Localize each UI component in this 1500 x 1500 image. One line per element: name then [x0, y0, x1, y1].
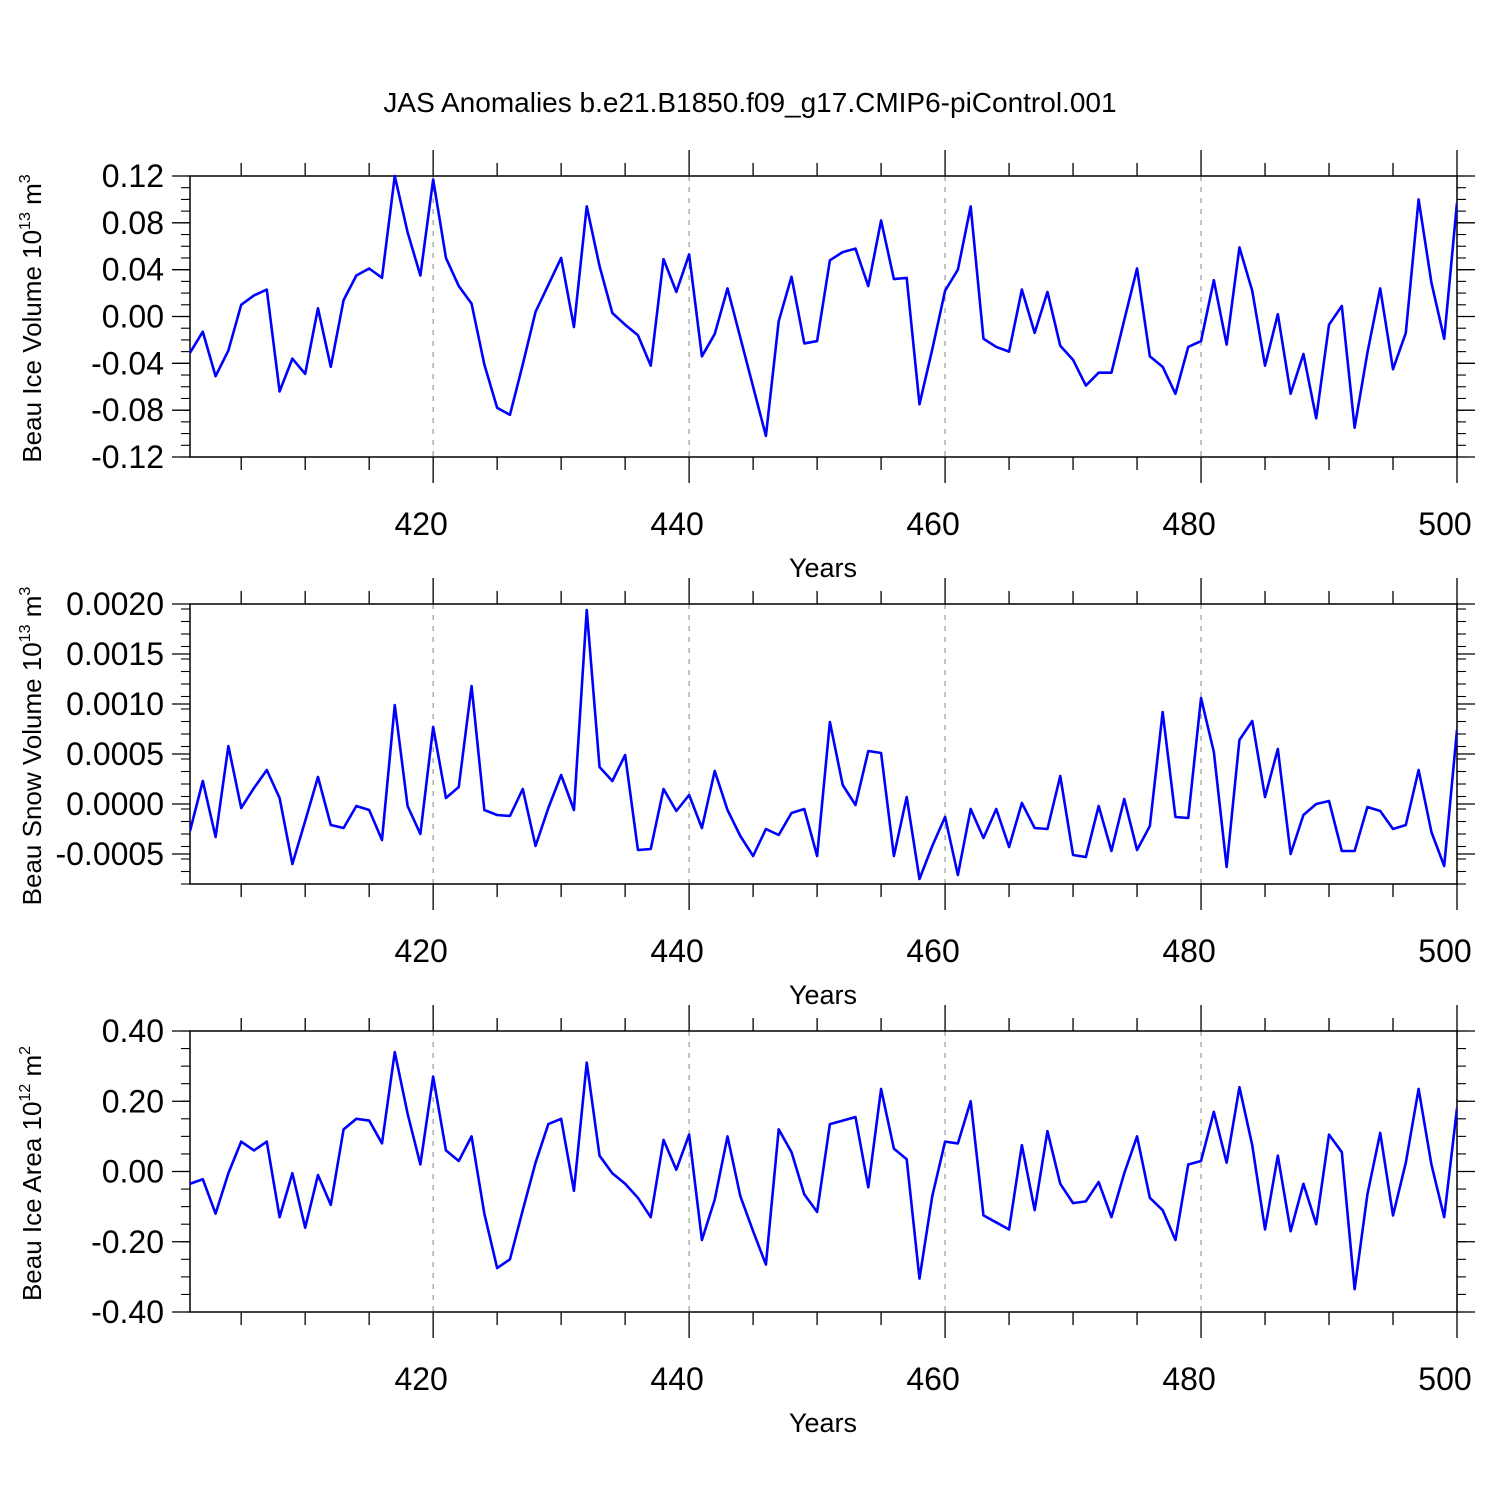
series-line	[190, 608, 1457, 881]
y-tick-label: 0.00	[102, 1154, 164, 1190]
y-tick-label: -0.20	[91, 1224, 164, 1260]
y-tick-label: 0.0000	[66, 786, 164, 822]
y-tick-label: -0.12	[91, 439, 164, 475]
y-label-text: Beau Ice Area 10	[17, 1102, 47, 1301]
x-tick-label: 480	[1162, 1361, 1215, 1397]
plot-frame	[189, 1030, 1458, 1313]
plot-frame	[189, 603, 1458, 885]
y-tick-label: 0.0020	[66, 586, 164, 622]
y-label-text: m	[17, 1055, 47, 1084]
y-tick-label: 0.12	[102, 158, 164, 194]
panel-1: -0.12 -0.08 -0.04 0.00 0.04 0.08 0.12 420 440 460…	[17, 150, 1475, 583]
x-tick-label: 440	[650, 1361, 703, 1397]
series-line	[190, 1050, 1457, 1291]
x-tick-label: 420	[394, 933, 447, 969]
y-label-superscript: 3	[17, 174, 34, 183]
x-tick-label: 500	[1418, 933, 1471, 969]
panel-2: -0.0005 0.0000 0.0005 0.0010 0.0015 0.0020 420…	[17, 578, 1475, 1010]
y-tick-label: -0.0005	[55, 836, 164, 872]
y-label-text: Beau Snow Volume 10	[17, 642, 47, 905]
x-axis-label: Years	[789, 980, 857, 1010]
x-tick-label: 460	[906, 933, 959, 969]
x-tick-label: 420	[394, 1361, 447, 1397]
x-tick-label: 460	[906, 506, 959, 542]
chart-title: JAS Anomalies b.e21.B1850.f09_g17.CMIP6-…	[383, 87, 1116, 118]
y-label-text: Beau Ice Volume 10	[17, 230, 47, 463]
x-axis-label: Years	[789, 553, 857, 583]
y-tick-label: 0.0015	[66, 636, 164, 672]
y-axis-label: Beau Ice Area 1012 m2	[17, 1046, 47, 1301]
x-tick-label: 480	[1162, 506, 1215, 542]
y-tick-label: 0.00	[102, 299, 164, 335]
x-tick-label: 420	[394, 506, 447, 542]
series-line	[190, 174, 1457, 438]
y-label-superscript: 13	[17, 624, 34, 642]
x-tick-label: 500	[1418, 506, 1471, 542]
y-label-superscript: 2	[17, 1046, 34, 1055]
x-tick-label: 480	[1162, 933, 1215, 969]
y-tick-label: -0.40	[91, 1294, 164, 1330]
x-tick-label: 460	[906, 1361, 959, 1397]
y-tick-label: -0.04	[91, 345, 164, 381]
y-label-text: m	[17, 596, 47, 625]
plot-frame	[189, 175, 1458, 458]
panels: -0.12 -0.08 -0.04 0.00 0.04 0.08 0.12 420 440 460…	[17, 150, 1475, 1438]
y-tick-label: 0.08	[102, 205, 164, 241]
panel-3: -0.40 -0.20 0.00 0.20 0.40 420 440 460 480 500 Yea…	[17, 1005, 1475, 1438]
y-axis-label: Beau Snow Volume 1013 m3	[17, 587, 47, 906]
y-label-text: m	[17, 183, 47, 212]
y-axis-label: Beau Ice Volume 1013 m3	[17, 174, 47, 462]
x-tick-label: 440	[650, 506, 703, 542]
y-tick-label: 0.40	[102, 1013, 164, 1049]
x-tick-label: 500	[1418, 1361, 1471, 1397]
y-tick-label: 0.20	[102, 1083, 164, 1119]
x-tick-label: 440	[650, 933, 703, 969]
y-label-superscript: 3	[17, 587, 34, 596]
y-label-superscript: 12	[17, 1084, 34, 1102]
y-tick-label: 0.0005	[66, 736, 164, 772]
y-tick-label: 0.04	[102, 252, 164, 288]
y-tick-label: -0.08	[91, 392, 164, 428]
y-label-superscript: 13	[17, 212, 34, 230]
x-axis-label: Years	[789, 1408, 857, 1438]
y-tick-label: 0.0010	[66, 686, 164, 722]
